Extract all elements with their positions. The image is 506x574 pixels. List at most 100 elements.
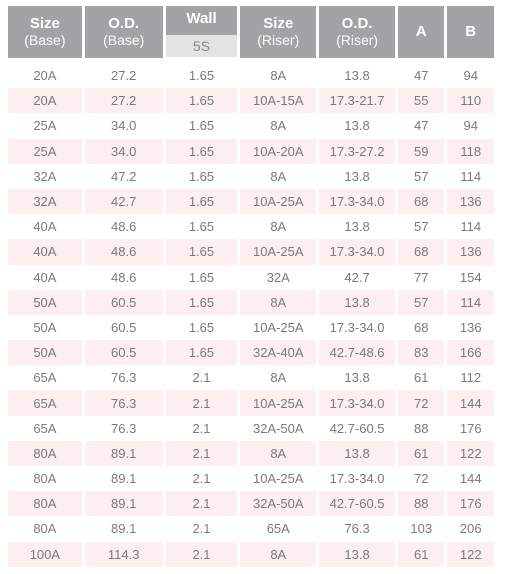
cell-size-riser: 32A-50A <box>252 420 304 436</box>
cell-od-base: 60.5 <box>84 289 163 315</box>
header-b: B <box>447 6 494 58</box>
cell-wall: 1.65 <box>165 340 238 366</box>
cell-b: 136 <box>447 239 494 265</box>
cell-od-base: 89.1 <box>84 491 163 517</box>
cell-size-base: 50A <box>8 289 82 315</box>
cell-od-base: 47.2 <box>111 168 137 184</box>
cell-size-riser: 10A-25A <box>252 471 304 487</box>
cell-size-riser: 10A-25A <box>240 239 317 265</box>
cell-od-riser: 13.8 <box>344 68 370 84</box>
cell-wall: 2.1 <box>165 491 238 517</box>
cell-a: 61 <box>413 370 429 386</box>
cell-od-riser: 17.3-34.0 <box>319 390 395 416</box>
cell-b: 136 <box>459 319 482 335</box>
cell-wall: 1.65 <box>165 88 238 114</box>
cell-wall: 1.65 <box>165 188 238 215</box>
cell-od-riser: 13.8 <box>344 219 370 235</box>
cell-b: 122 <box>447 541 494 567</box>
cell-od-base: 89.1 <box>111 521 137 537</box>
table-row: 32A 47.2 1.65 8A 13.8 57 114 <box>8 164 494 189</box>
cell-od-riser: 13.8 <box>344 168 370 184</box>
cell-wall: 2.1 <box>192 370 211 386</box>
cell-a: 57 <box>397 289 445 315</box>
cell-wall: 2.1 <box>165 440 238 466</box>
cell-wall: 1.65 <box>188 219 215 235</box>
cell-od-base: 76.3 <box>111 370 137 386</box>
cell-od-riser: 13.8 <box>319 289 395 315</box>
cell-size-riser: 10A-15A <box>240 88 317 114</box>
cell-size-base: 40A <box>8 239 82 265</box>
cell-wall: 2.1 <box>192 420 211 436</box>
cell-a: 47 <box>413 68 429 84</box>
header-wall-label: Wall <box>165 6 238 35</box>
dimension-table-container: Size (Base) O.D. (Base) Wall 5S Size (Ri… <box>8 6 494 567</box>
header-row: Size (Base) O.D. (Base) Wall 5S Size (Ri… <box>8 6 494 58</box>
cell-size-riser: 65A <box>266 521 290 537</box>
cell-size-base: 65A <box>8 390 82 416</box>
cell-od-riser: 13.8 <box>319 440 395 466</box>
cell-a: 68 <box>397 188 445 215</box>
cell-od-base: 34.0 <box>84 138 163 164</box>
header-wall-schedule: 5S <box>165 35 238 57</box>
cell-size-base: 32A <box>8 188 82 215</box>
cell-od-base: 48.6 <box>111 269 137 285</box>
cell-od-base: 34.0 <box>111 118 137 134</box>
cell-size-riser: 8A <box>270 68 287 84</box>
cell-b: 176 <box>459 420 482 436</box>
cell-a: 83 <box>397 340 445 366</box>
cell-b: 118 <box>447 138 494 164</box>
cell-od-base: 89.1 <box>84 440 163 466</box>
cell-od-base: 89.1 <box>111 471 137 487</box>
cell-od-riser: 17.3-27.2 <box>319 138 395 164</box>
cell-od-riser: 13.8 <box>344 118 370 134</box>
cell-od-base: 60.5 <box>84 340 163 366</box>
cell-od-base: 76.3 <box>84 390 163 416</box>
cell-wall: 1.65 <box>188 168 215 184</box>
cell-wall: 2.1 <box>192 521 211 537</box>
cell-size-riser: 8A <box>240 541 317 567</box>
cell-od-base: 27.2 <box>84 88 163 114</box>
cell-wall: 1.65 <box>188 68 215 84</box>
cell-size-base: 20A <box>8 88 82 114</box>
cell-size-riser: 8A <box>270 370 287 386</box>
cell-a: 88 <box>413 420 429 436</box>
cell-size-base: 25A <box>8 138 82 164</box>
cell-b: 144 <box>459 471 482 487</box>
cell-a: 72 <box>413 471 429 487</box>
cell-a: 77 <box>413 269 429 285</box>
table-row: 65A 76.3 2.1 32A-50A 42.7-60.5 88 176 <box>8 416 494 441</box>
cell-a: 57 <box>413 219 429 235</box>
cell-b: 166 <box>447 340 494 366</box>
header-od-riser: O.D. (Riser) <box>319 6 395 58</box>
cell-b: 110 <box>447 88 494 114</box>
table-row: 40A 48.6 1.65 32A 42.7 77 154 <box>8 265 494 290</box>
cell-size-base: 50A <box>8 340 82 366</box>
cell-od-base: 114.3 <box>84 541 163 567</box>
table-row: 40A 48.6 1.65 10A-25A 17.3-34.0 68 136 <box>8 239 494 265</box>
table-row: 25A 34.0 1.65 10A-20A 17.3-27.2 59 118 <box>8 138 494 164</box>
cell-b: 114 <box>460 219 482 235</box>
table-row: 32A 42.7 1.65 10A-25A 17.3-34.0 68 136 <box>8 188 494 215</box>
cell-a: 88 <box>397 491 445 517</box>
cell-size-base: 32A <box>33 168 57 184</box>
cell-od-riser: 17.3-21.7 <box>319 88 395 114</box>
cell-od-base: 48.6 <box>84 239 163 265</box>
cell-od-base: 48.6 <box>111 219 137 235</box>
header-od-base: O.D. (Base) <box>84 6 163 58</box>
cell-size-base: 50A <box>33 319 57 335</box>
table-row: 20A 27.2 1.65 10A-15A 17.3-21.7 55 110 <box>8 88 494 114</box>
cell-od-riser: 17.3-34.0 <box>319 239 395 265</box>
table-row: 50A 60.5 1.65 8A 13.8 57 114 <box>8 289 494 315</box>
table-row: 65A 76.3 2.1 10A-25A 17.3-34.0 72 144 <box>8 390 494 416</box>
cell-size-riser: 8A <box>270 219 287 235</box>
cell-od-riser: 13.8 <box>344 370 370 386</box>
cell-wall: 1.65 <box>165 138 238 164</box>
header-size-base: Size (Base) <box>8 6 82 58</box>
cell-od-riser: 42.7-60.5 <box>329 420 385 436</box>
cell-a: 103 <box>410 521 433 537</box>
cell-a: 61 <box>397 541 445 567</box>
cell-b: 122 <box>447 440 494 466</box>
cell-b: 114 <box>460 168 482 184</box>
cell-wall: 1.65 <box>165 239 238 265</box>
cell-size-base: 25A <box>33 118 57 134</box>
